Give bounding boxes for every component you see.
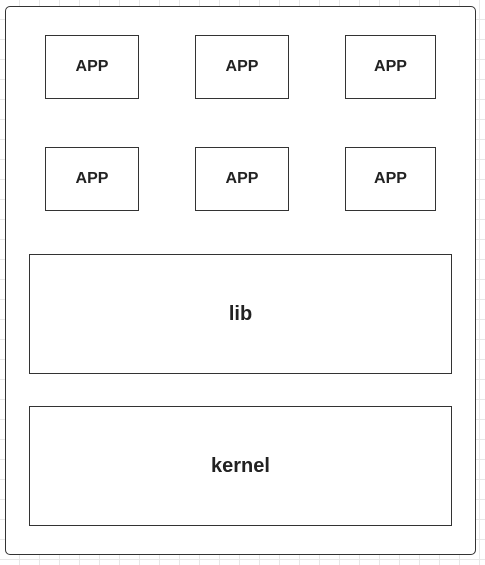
app-box: APP: [195, 147, 289, 211]
app-box: APP: [45, 147, 139, 211]
kernel-layer: kernel: [29, 406, 452, 526]
app-label: APP: [374, 58, 407, 75]
app-box: APP: [345, 35, 436, 99]
app-box: APP: [45, 35, 139, 99]
kernel-label: kernel: [211, 454, 270, 477]
lib-layer: lib: [29, 254, 452, 374]
app-label: APP: [225, 58, 259, 75]
app-label: APP: [374, 170, 407, 187]
app-label: APP: [75, 58, 109, 75]
app-label: APP: [225, 170, 259, 187]
app-box: APP: [195, 35, 289, 99]
app-label: APP: [75, 170, 109, 187]
lib-label: lib: [228, 302, 253, 325]
app-box: APP: [345, 147, 436, 211]
